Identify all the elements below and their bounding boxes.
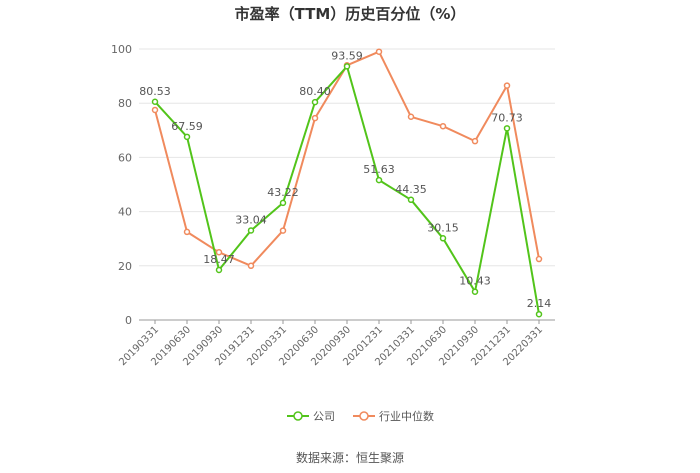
industry-median-point (407, 113, 415, 120)
company-point (407, 196, 415, 204)
data-source: 数据来源：恒生聚源 (295, 451, 404, 465)
industry-median-point (375, 48, 383, 55)
company-data-label: 80.40 (299, 85, 331, 98)
company-data-label: 10.43 (459, 275, 491, 288)
industry-median-point (279, 227, 287, 234)
company-data-label: 80.53 (139, 85, 171, 98)
company-data-label: 30.15 (427, 221, 459, 234)
y-tick-label: 80 (118, 97, 132, 110)
industry-median-point (151, 106, 159, 114)
legend-item-industry-median: 行业中位数 (353, 409, 434, 423)
company-point (375, 176, 383, 184)
company-point (279, 199, 287, 207)
company-data-label: 51.63 (363, 163, 395, 176)
industry-median-point (215, 249, 223, 256)
y-tick-label: 40 (118, 206, 132, 219)
y-tick-label: 60 (118, 151, 132, 164)
y-tick-label: 20 (118, 260, 132, 273)
y-tick-label: 0 (125, 314, 132, 327)
company-data-label: 2.14 (527, 297, 552, 310)
company-data-label: 93.59 (331, 49, 363, 62)
company-data-label: 67.59 (171, 120, 203, 133)
industry-median-point (311, 114, 319, 122)
legend-marker (359, 411, 369, 421)
company-point (311, 98, 319, 106)
industry-median-point (471, 137, 479, 145)
company-data-label: 43.22 (267, 186, 299, 199)
series-line-industry-median (154, 50, 540, 267)
company-point (151, 98, 159, 106)
company-point (439, 235, 447, 242)
legend-item-company: 公司 (287, 410, 335, 423)
company-data-label: 44.35 (395, 183, 427, 196)
company-point (535, 310, 543, 318)
industry-median-point (503, 82, 511, 89)
industry-median-point (183, 228, 191, 236)
company-point (247, 227, 255, 234)
company-data-label: 70.73 (491, 111, 523, 124)
y-tick-label: 100 (111, 43, 132, 56)
company-point (471, 288, 479, 295)
chart-title: 市盈率（TTM）历史百分位（%） (234, 5, 466, 23)
industry-median-point (535, 255, 543, 263)
company-data-label: 33.04 (235, 213, 267, 226)
company-data-label: 18.47 (203, 253, 235, 266)
company-point (183, 133, 191, 141)
industry-median-point (439, 122, 447, 130)
industry-median-point (247, 262, 255, 270)
legend-label: 行业中位数 (379, 409, 434, 423)
company-point (215, 266, 223, 274)
company-point (503, 125, 511, 132)
legend-marker (293, 411, 303, 421)
legend-label: 公司 (313, 410, 335, 423)
company-point (343, 63, 351, 70)
